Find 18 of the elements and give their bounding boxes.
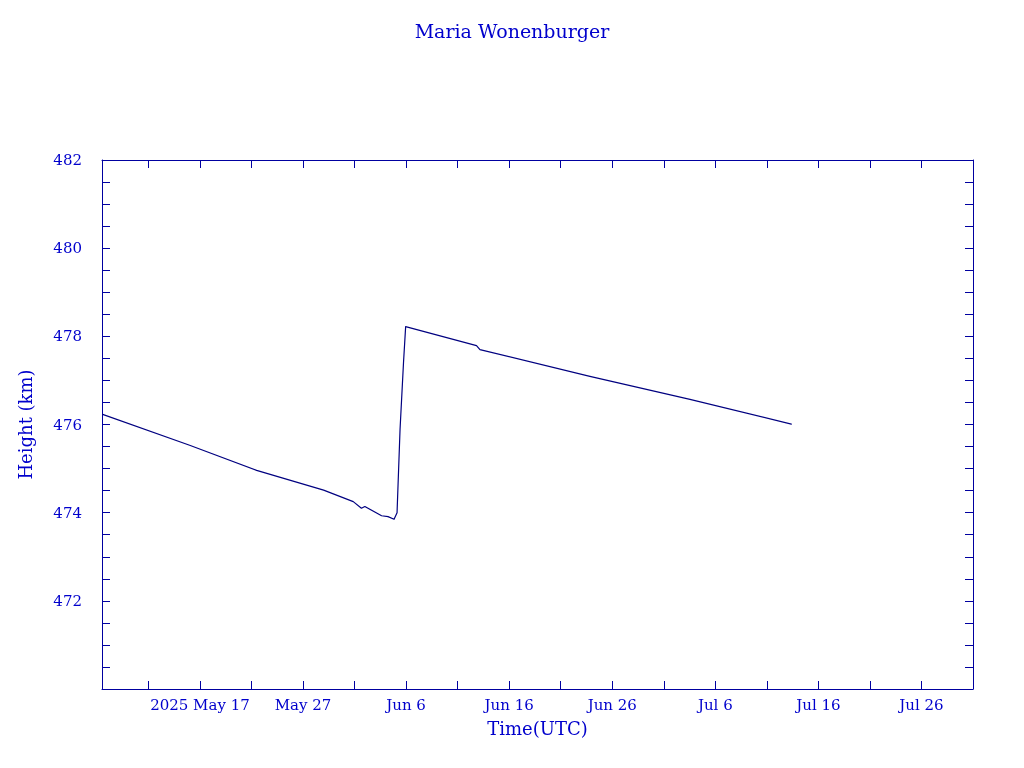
x-tick-label: Jun 6 [384, 695, 426, 714]
x-tick-label: Jul 26 [897, 695, 944, 714]
x-tick-label: Jun 26 [585, 695, 637, 714]
chart-title: Maria Wonenburger [414, 19, 611, 42]
y-tick-label: 482 [53, 151, 82, 169]
x-axis-title: Time(UTC) [487, 717, 588, 739]
x-tick-label: Jul 6 [695, 695, 733, 714]
y-axis-title: Height (km) [14, 369, 36, 480]
x-tick-label: Jun 16 [482, 695, 534, 714]
x-tick-label: Jul 16 [794, 695, 841, 714]
line-series [102, 326, 792, 520]
y-tick-label: 472 [53, 591, 82, 610]
y-tick-label: 480 [53, 239, 82, 258]
y-tick-label: 478 [53, 327, 82, 346]
x-tick-label: May 27 [274, 695, 332, 714]
y-tick-label: 474 [53, 503, 82, 522]
x-tick-label: 2025 May 17 [150, 695, 250, 714]
y-tick-label: 476 [53, 415, 82, 434]
